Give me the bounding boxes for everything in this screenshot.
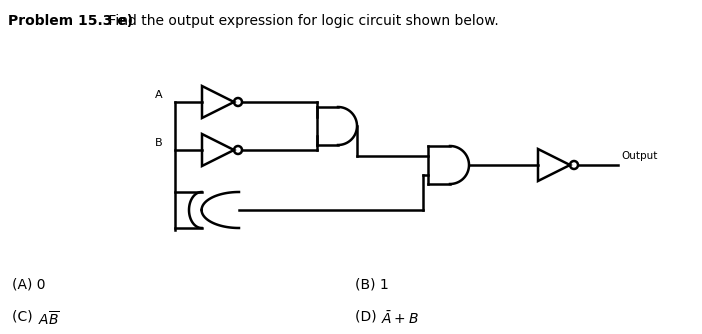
Text: $A\overline{B}$: $A\overline{B}$ [38, 310, 60, 328]
Text: Find the output expression for logic circuit shown below.: Find the output expression for logic cir… [104, 14, 498, 28]
Text: B: B [155, 138, 163, 148]
Text: $\bar{A} + B$: $\bar{A} + B$ [381, 310, 419, 327]
Text: (C): (C) [12, 310, 37, 324]
Text: Output: Output [621, 151, 657, 161]
Text: A: A [155, 90, 163, 100]
Text: (A) 0: (A) 0 [12, 278, 46, 292]
Text: Problem 15.3 e): Problem 15.3 e) [8, 14, 133, 28]
Text: (B) 1: (B) 1 [355, 278, 389, 292]
Text: (D): (D) [355, 310, 381, 324]
